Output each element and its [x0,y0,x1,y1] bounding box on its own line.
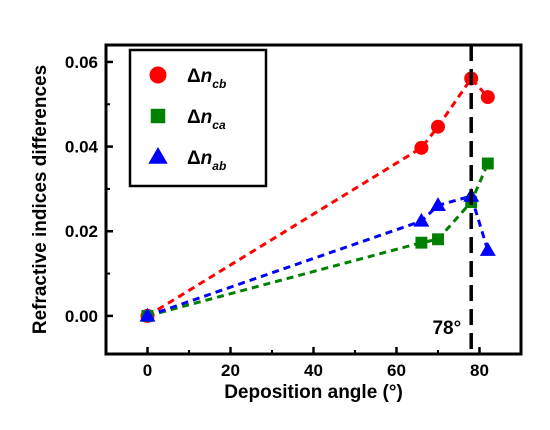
x-tick-label: 60 [387,361,406,380]
data-point-square [432,233,444,246]
x-tick-label: 20 [221,361,240,380]
data-point-circle [149,66,167,84]
annotation-layer: 78° [432,45,473,354]
data-point-triangle [139,307,156,322]
legend: Δncb Δnca Δnab [128,48,268,188]
x-axis-title: Deposition angle (°) [224,382,403,403]
data-point-triangle [430,197,446,212]
data-point-circle [480,90,495,105]
data-point-triangle [413,212,430,227]
legend-entry-cb: Δncb [149,66,226,91]
y-axis-title: Refractive indices differences [30,65,51,334]
y-tick-label: 0.02 [65,222,98,241]
data-point-triangle [479,242,496,256]
legend-label: Δnab [187,148,226,173]
data-point-square [415,236,428,249]
legend-label: Δnca [187,107,226,132]
vline-label: 78° [432,318,461,339]
ticks-layer: 0 20 40 60 80 0.00 0.02 0.04 0.06 [65,53,489,380]
data-point-circle [431,119,445,134]
y-tick-label: 0.04 [65,138,99,157]
y-tick-label: 0.06 [65,53,98,72]
legend-label: Δncb [187,66,226,91]
x-tick-label: 40 [304,361,323,380]
data-point-square [150,108,166,124]
y-tick-label: 0.00 [65,307,98,326]
data-point-circle [414,140,429,155]
data-point-triangle [148,146,168,164]
series-layer [139,71,496,323]
legend-entry-ca: Δnca [150,107,226,132]
data-point-square [481,157,494,170]
legend-entry-ab: Δnab [148,146,226,173]
x-tick-label: 0 [143,361,152,380]
x-tick-label: 80 [470,361,489,380]
